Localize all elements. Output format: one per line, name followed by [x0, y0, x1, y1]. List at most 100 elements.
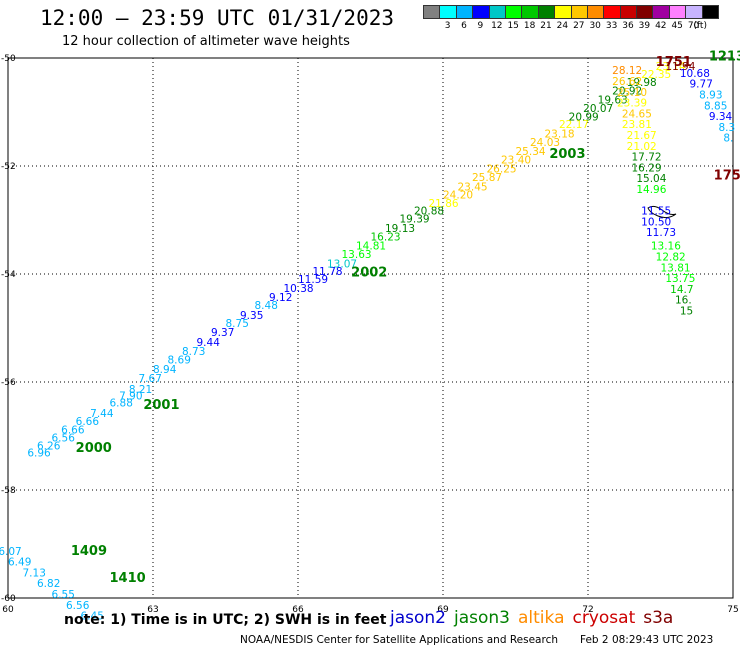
wave-height-label: 22.35: [641, 69, 671, 81]
wave-height-label: 6.66: [76, 416, 100, 428]
x-tick-label: 60: [2, 605, 14, 615]
wave-height-label: 6.07: [0, 546, 22, 558]
legend-tick-label: 21: [540, 21, 552, 31]
wave-height-label: 15: [680, 306, 693, 318]
chart-subtitle: 12 hour collection of altimeter wave hei…: [62, 34, 350, 49]
satellite-s3a: s3a: [643, 608, 674, 628]
wave-height-label: 20.88: [414, 206, 444, 218]
wave-height-label: 25.10: [617, 87, 647, 99]
wave-height-label: 12.82: [656, 252, 686, 264]
credit-text: NOAA/NESDIS Center for Satellite Applica…: [240, 634, 558, 646]
wave-height-label: 24.65: [622, 108, 652, 120]
legend-tick-label: 6: [461, 21, 467, 31]
wave-height-label: 11.59: [298, 274, 328, 286]
wave-height-label: 8.85: [704, 100, 727, 112]
wave-height-label: 23.39: [617, 98, 647, 110]
wave-height-label: 7.44: [90, 408, 114, 420]
legend-tick-label: 45: [671, 21, 683, 31]
wave-height-label: 25.34: [516, 146, 546, 158]
wave-height-label: 13.75: [665, 273, 695, 285]
wave-height-label: 11.78: [313, 266, 343, 278]
time-label: 2000: [76, 441, 112, 456]
wave-height-label: 21.02: [627, 141, 657, 153]
wave-height-label: 9.44: [197, 337, 221, 349]
wave-height-label: 16.23: [371, 232, 401, 244]
y-tick-label: -54: [1, 270, 16, 280]
y-tick-label: -58: [1, 486, 16, 496]
wave-height-label: 14.7: [670, 284, 693, 296]
wave-height-label: 20.92: [612, 86, 642, 98]
legend-tick-label: 36: [622, 21, 634, 31]
wave-height-label: 6.56: [52, 432, 76, 444]
y-tick-label: -50: [1, 54, 16, 64]
time-label: 2001: [143, 398, 179, 413]
wave-height-label: 16.: [675, 295, 692, 307]
x-tick-label: 69: [437, 605, 449, 615]
wave-height-label: 7.90: [119, 390, 142, 402]
legend-swatch: [701, 5, 720, 19]
x-tick-label: 66: [292, 605, 304, 615]
wave-height-label: 14.96: [636, 184, 666, 196]
wave-height-label: 19.98: [627, 77, 657, 89]
wave-height-label: 11.94: [665, 61, 695, 73]
wave-height-label: 6.88: [110, 397, 133, 409]
wave-height-label: 11.55: [641, 206, 671, 218]
wave-height-label: 20.07: [583, 103, 613, 115]
satellite-jason3: jason3: [454, 608, 510, 628]
wave-height-label: 6.26: [37, 441, 61, 453]
chart-title: 12:00 — 23:59 UTC 01/31/2023: [40, 6, 395, 30]
wave-height-label: 8.93: [699, 90, 722, 102]
x-tick-label: 75: [727, 605, 738, 615]
wave-height-label: 9.37: [211, 327, 234, 339]
island-outline: [647, 205, 677, 219]
wave-height-label: 26.25: [487, 163, 517, 175]
wave-height-label: 6.55: [52, 589, 75, 601]
legend-tick-label: 3: [444, 21, 451, 31]
satellite-jason2: jason2: [390, 608, 446, 628]
wave-height-label: 10.38: [284, 283, 314, 295]
y-tick-label: -52: [1, 162, 16, 172]
legend-tick-label: 33: [605, 21, 618, 31]
satellite-legend: jason2 jason3 altika cryosat s3a: [390, 608, 681, 628]
wave-height-label: 7.13: [23, 567, 46, 579]
wave-height-label: 9.35: [240, 310, 263, 322]
time-label: 1409: [71, 544, 107, 559]
wave-height-label: 6.82: [37, 578, 60, 590]
wave-height-label: 8.69: [168, 355, 191, 367]
wave-height-label: 21.86: [429, 198, 459, 210]
wave-height-label: 10.50: [641, 216, 671, 228]
time-label: 2002: [351, 266, 387, 281]
wave-height-label: 15.04: [636, 173, 666, 185]
wave-height-label: 19.63: [598, 94, 628, 106]
wave-height-label: 8.75: [226, 318, 249, 330]
wave-height-label: 8.21: [129, 384, 152, 396]
wave-height-label: 8.: [723, 133, 733, 145]
wave-height-label: 13.16: [651, 241, 681, 253]
color-legend: [423, 5, 720, 19]
legend-unit: (ft): [693, 21, 707, 31]
wave-height-label: 28.12: [612, 65, 642, 77]
time-label: 2003: [549, 147, 585, 162]
legend-tick-label: 27: [573, 21, 585, 31]
wave-height-label: 8.3: [719, 122, 736, 134]
wave-height-label: 8.48: [255, 300, 278, 312]
x-tick-label: 72: [582, 605, 593, 615]
wave-height-label: 19.13: [385, 223, 415, 235]
legend-tick-label: 15: [507, 21, 519, 31]
wave-height-label: 7.67: [139, 373, 162, 385]
wave-height-label: 20.99: [569, 112, 599, 124]
time-label: 1213: [709, 50, 740, 65]
wave-height-label: 23.45: [458, 181, 488, 193]
legend-tick-label: 70: [687, 21, 700, 31]
wave-height-label: 21.67: [627, 130, 657, 142]
legend-tick-label: 39: [638, 21, 651, 31]
wave-height-label: 9.77: [690, 79, 713, 91]
wave-height-label: 8.73: [182, 346, 205, 358]
wave-height-label: 23.14: [656, 61, 686, 73]
wave-height-label: 23.18: [545, 128, 575, 140]
wave-height-label: 17.72: [632, 152, 662, 164]
wave-height-label: 22.17: [559, 119, 589, 131]
wave-height-label: 8.94: [153, 364, 177, 376]
legend-tick-label: 24: [556, 21, 569, 31]
